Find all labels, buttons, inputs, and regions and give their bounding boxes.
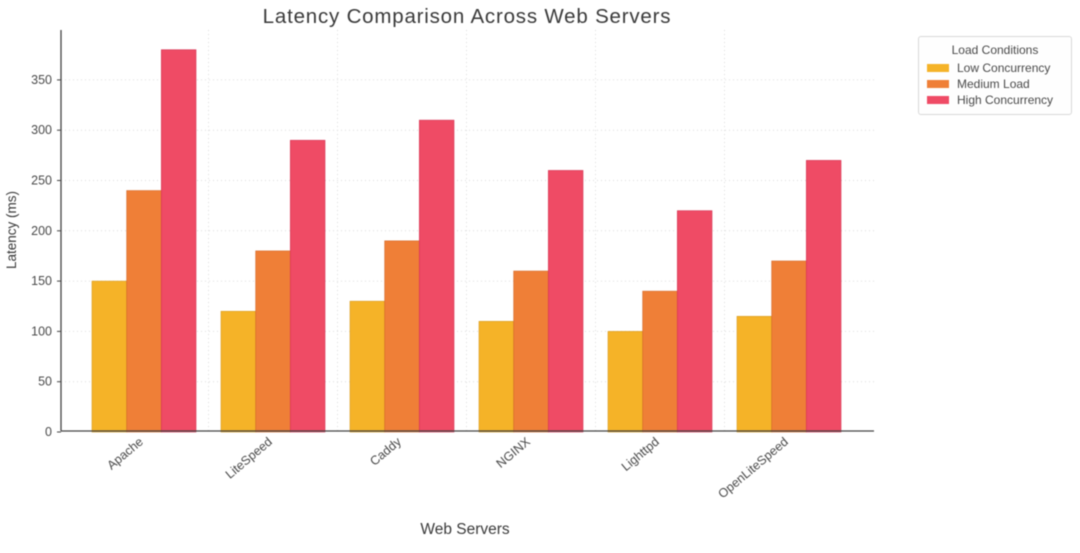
svg-text:50: 50 bbox=[38, 375, 52, 389]
svg-text:200: 200 bbox=[31, 224, 52, 238]
svg-text:OpenLiteSpeed: OpenLiteSpeed bbox=[715, 435, 791, 502]
svg-text:300: 300 bbox=[31, 123, 52, 137]
svg-text:0: 0 bbox=[45, 425, 52, 439]
svg-text:150: 150 bbox=[31, 274, 52, 288]
svg-text:100: 100 bbox=[31, 324, 52, 338]
svg-text:Apache: Apache bbox=[104, 435, 146, 473]
svg-text:Caddy: Caddy bbox=[367, 434, 404, 468]
svg-text:350: 350 bbox=[31, 73, 52, 87]
svg-text:NGINX: NGINX bbox=[494, 434, 534, 471]
svg-text:Lighttpd: Lighttpd bbox=[619, 435, 662, 474]
svg-text:LiteSpeed: LiteSpeed bbox=[223, 435, 275, 482]
svg-text:250: 250 bbox=[31, 174, 52, 188]
